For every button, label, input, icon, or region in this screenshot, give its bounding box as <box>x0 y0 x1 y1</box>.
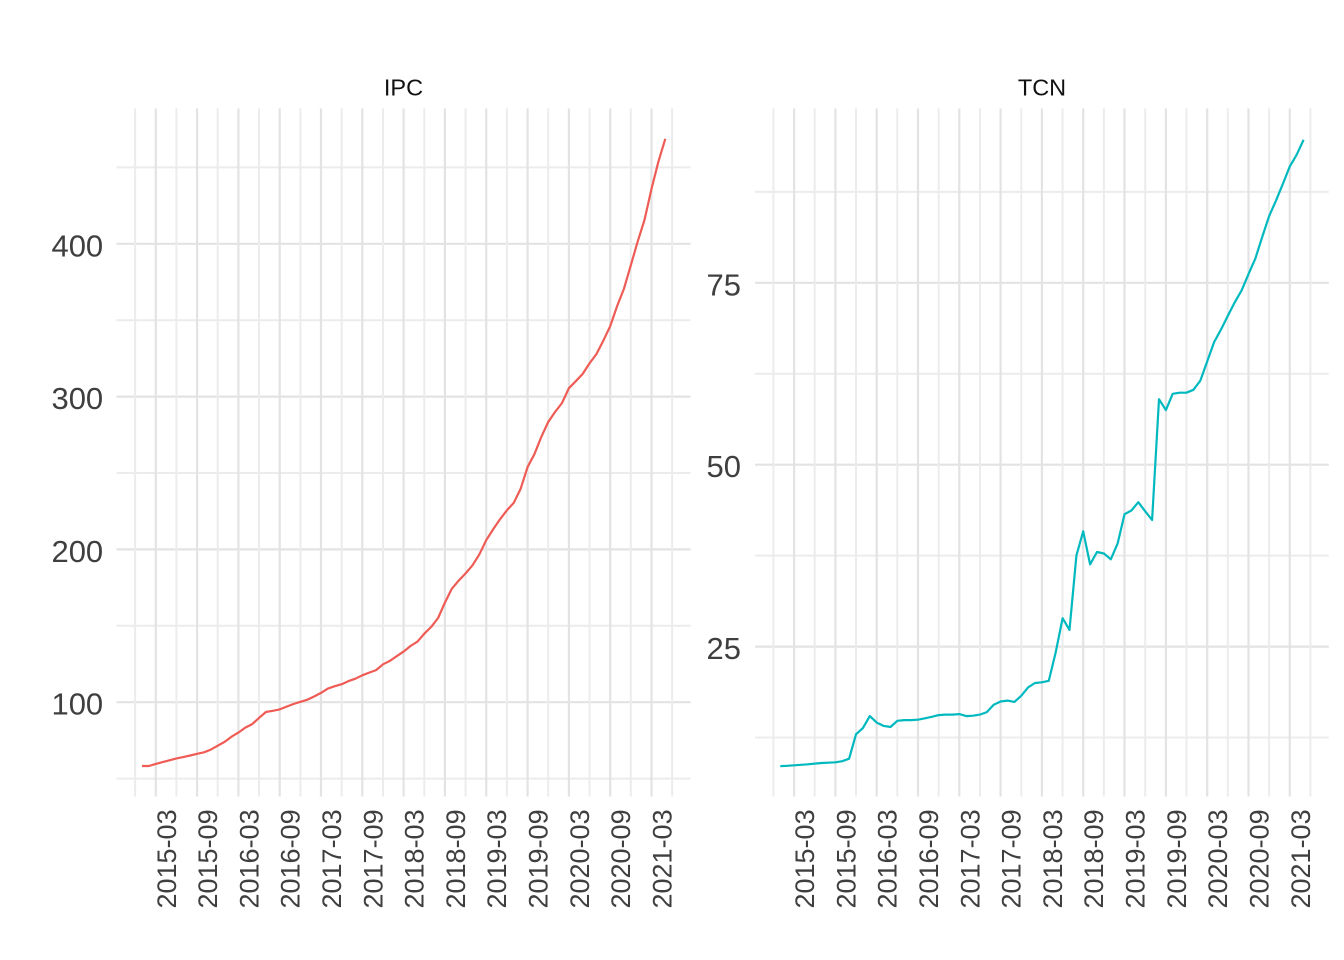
svg-text:2020-03: 2020-03 <box>565 809 595 908</box>
svg-text:2017-03: 2017-03 <box>955 809 985 908</box>
svg-text:2016-09: 2016-09 <box>276 809 306 908</box>
svg-text:2019-03: 2019-03 <box>482 809 512 908</box>
svg-text:75: 75 <box>707 267 741 302</box>
svg-text:2016-03: 2016-03 <box>234 809 264 908</box>
svg-text:2020-09: 2020-09 <box>606 809 636 908</box>
svg-text:2015-03: 2015-03 <box>790 809 820 908</box>
svg-text:IPC: IPC <box>384 74 423 100</box>
svg-text:TCN: TCN <box>1018 74 1066 100</box>
svg-text:2020-09: 2020-09 <box>1245 809 1275 908</box>
svg-text:2020-03: 2020-03 <box>1203 809 1233 908</box>
svg-text:2019-03: 2019-03 <box>1121 809 1151 908</box>
svg-text:2015-09: 2015-09 <box>831 809 861 908</box>
svg-text:200: 200 <box>51 534 103 569</box>
svg-text:2017-09: 2017-09 <box>997 809 1027 908</box>
svg-text:300: 300 <box>51 381 103 416</box>
svg-text:2015-03: 2015-03 <box>152 809 182 908</box>
svg-text:2018-03: 2018-03 <box>1038 809 1068 908</box>
svg-text:25: 25 <box>707 631 741 666</box>
svg-text:2016-09: 2016-09 <box>914 809 944 908</box>
svg-text:100: 100 <box>51 687 103 722</box>
svg-text:2016-03: 2016-03 <box>873 809 903 908</box>
svg-text:2019-09: 2019-09 <box>524 809 554 908</box>
svg-text:2017-03: 2017-03 <box>317 809 347 908</box>
svg-text:2017-09: 2017-09 <box>358 809 388 908</box>
svg-text:50: 50 <box>707 449 741 484</box>
svg-text:2021-03: 2021-03 <box>1286 809 1316 908</box>
svg-text:2018-03: 2018-03 <box>400 809 430 908</box>
svg-text:2018-09: 2018-09 <box>441 809 471 908</box>
svg-text:2019-09: 2019-09 <box>1162 809 1192 908</box>
svg-text:400: 400 <box>51 228 103 263</box>
svg-text:2021-03: 2021-03 <box>648 809 678 908</box>
svg-text:2018-09: 2018-09 <box>1079 809 1109 908</box>
svg-text:2015-09: 2015-09 <box>193 809 223 908</box>
